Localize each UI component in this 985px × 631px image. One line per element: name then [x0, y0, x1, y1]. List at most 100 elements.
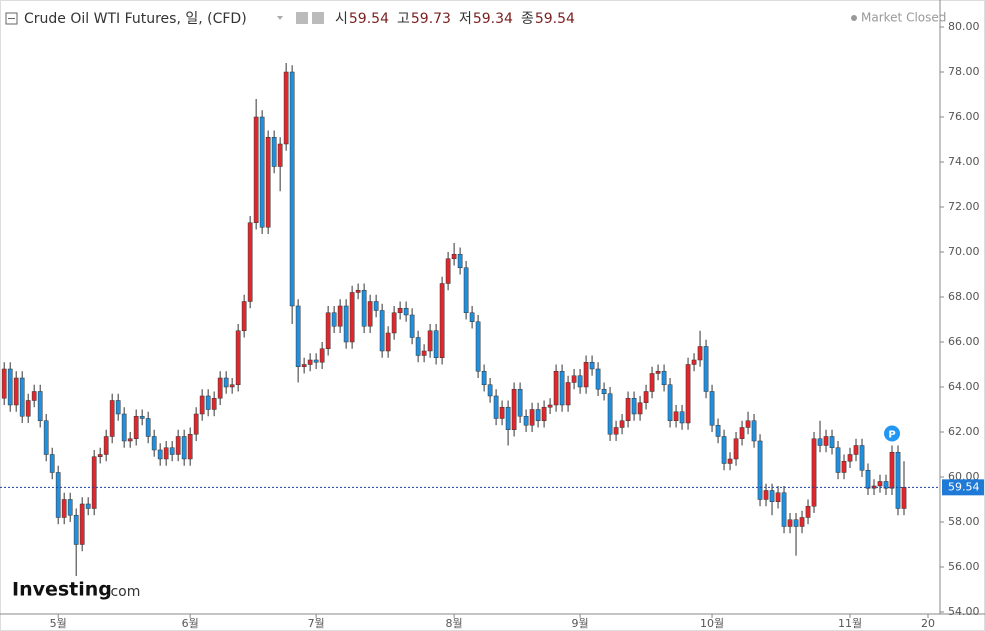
candle-body: [61, 499, 67, 518]
candle-body: [151, 436, 157, 451]
candle-body: [193, 413, 199, 435]
y-tick-label: 74.00: [948, 155, 980, 168]
quote-label: 종: [521, 11, 534, 27]
annotation-label: P: [888, 429, 895, 440]
y-tick-label: 70.00: [948, 245, 980, 258]
y-tick-label: 72.00: [948, 200, 980, 213]
candle-body: [499, 406, 505, 419]
candle-body: [451, 253, 457, 259]
candle-body: [109, 400, 115, 437]
candle-body: [529, 409, 535, 426]
candle-body: [811, 438, 817, 507]
candle-body: [295, 305, 301, 367]
candle-body: [613, 427, 619, 435]
candle-body: [343, 305, 349, 343]
x-tick-label: 9월: [572, 617, 589, 630]
candle-body: [679, 411, 685, 424]
candle-body: [283, 71, 289, 145]
candle-body: [535, 409, 541, 421]
candle-body: [487, 384, 493, 397]
candle-body: [793, 519, 799, 527]
candle-body: [247, 222, 253, 302]
candle-body: [133, 415, 139, 439]
candle-body: [757, 440, 763, 500]
candle-body: [667, 384, 673, 421]
candle-body: [547, 404, 553, 408]
candle-body: [577, 375, 583, 388]
candle-body: [55, 472, 61, 518]
collapse-icon[interactable]: [5, 12, 18, 25]
candle-body: [883, 481, 889, 489]
candle-body: [205, 395, 211, 410]
candle-body: [181, 436, 187, 460]
candle-body: [721, 436, 727, 464]
candle-body: [865, 469, 871, 489]
candle-body: [85, 503, 91, 509]
candle-body: [289, 71, 295, 307]
candle-body: [97, 454, 103, 457]
candle-body: [643, 391, 649, 403]
market-status: Market Closed: [861, 11, 946, 25]
candle-body: [79, 503, 85, 545]
y-tick-label: 80.00: [948, 20, 980, 33]
candle-body: [619, 420, 625, 428]
candle-body: [505, 406, 511, 430]
y-tick-label: 76.00: [948, 110, 980, 123]
candle-body: [421, 350, 427, 356]
x-tick-label: 11월: [838, 617, 862, 630]
candle-body: [859, 445, 865, 471]
candle-body: [253, 116, 259, 223]
candle-body: [781, 492, 787, 527]
candle-body: [523, 415, 529, 426]
candle-body: [709, 391, 715, 426]
candle-body: [409, 314, 415, 338]
candle-body: [103, 436, 109, 455]
candle-body: [799, 517, 805, 527]
candle-body: [235, 330, 241, 385]
candle-body: [427, 330, 433, 352]
candle-body: [745, 420, 751, 428]
candle-body: [115, 400, 121, 415]
x-tick-label: 7월: [308, 617, 325, 630]
candle-body: [607, 393, 613, 435]
candle-body: [517, 388, 523, 417]
candle-body: [1, 368, 7, 399]
candle-body: [901, 487, 907, 509]
candle-body: [13, 377, 19, 406]
candle-body: [733, 438, 739, 460]
status-dot: [851, 15, 857, 21]
candle-body: [73, 514, 79, 545]
candle-body: [277, 143, 283, 167]
candle-body: [661, 370, 667, 385]
candle-body: [565, 382, 571, 406]
candle-body: [835, 447, 841, 473]
candle-body: [439, 283, 445, 358]
candle-body: [787, 519, 793, 527]
candle-body: [571, 375, 577, 383]
candle-body: [157, 449, 163, 460]
dropdown-icon[interactable]: [277, 16, 283, 20]
candle-body: [331, 312, 337, 327]
candle-body: [127, 438, 133, 442]
settings-icon[interactable]: [312, 12, 324, 24]
eye-icon[interactable]: [296, 12, 308, 24]
candle-body: [889, 451, 895, 489]
last-price-label: 59.54: [948, 480, 980, 493]
candle-body: [397, 307, 403, 313]
candle-body: [673, 411, 679, 421]
candle-body: [367, 301, 373, 327]
candle-body: [301, 364, 307, 367]
candle-body: [349, 292, 355, 343]
candle-body: [541, 406, 547, 421]
candle-body: [385, 332, 391, 352]
candle-body: [727, 458, 733, 464]
candle-body: [589, 361, 595, 370]
candle-body: [175, 436, 181, 455]
candle-body: [769, 490, 775, 502]
candle-body: [775, 492, 781, 502]
candle-body: [19, 377, 25, 417]
brand: Investing: [12, 579, 112, 601]
candle-body: [493, 395, 499, 419]
